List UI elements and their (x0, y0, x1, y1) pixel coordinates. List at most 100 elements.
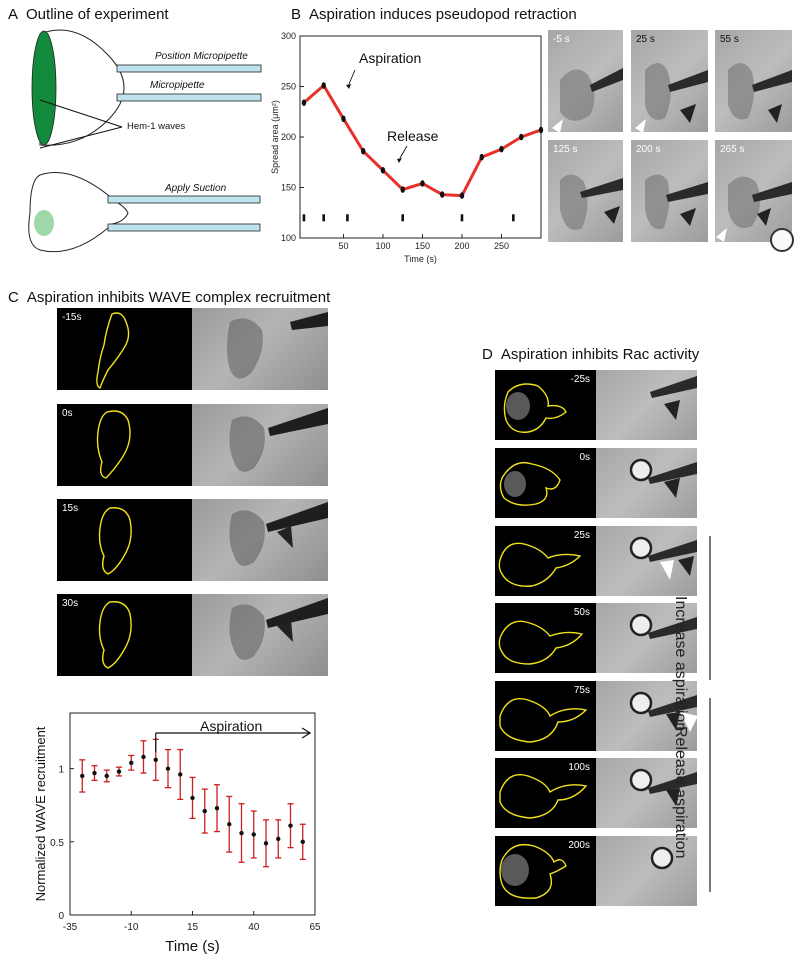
data-point (92, 770, 97, 776)
data-point (80, 773, 85, 779)
data-point (276, 836, 281, 842)
x-tick-label: 250 (494, 241, 509, 251)
aspiration-bracket-arrowhead (301, 727, 312, 739)
x-tick-label: 100 (375, 241, 390, 251)
panel-d-title-text: Aspiration inhibits Rac activity (500, 346, 700, 363)
x-tick-label: -35 (63, 922, 78, 933)
aspiration-arrow-head (346, 84, 351, 89)
c-brightfield-4 (192, 594, 328, 676)
d-fluorescence-7: 200s (495, 836, 596, 906)
d-image-time: 50s (573, 607, 590, 618)
label-micropipette: Micropipette (150, 80, 205, 91)
b-image-time: 55 s (720, 34, 739, 45)
data-point (116, 769, 122, 774)
b-image-4: 125 s (548, 140, 623, 242)
frame-marker (302, 214, 306, 222)
d-image-time: 0s (579, 452, 590, 463)
data-point (519, 133, 524, 141)
data-point (251, 832, 256, 837)
data-point (301, 99, 307, 106)
d-brightfield-7 (596, 836, 697, 906)
b-image-1: -5 s (548, 30, 623, 132)
y-tick-label: 200 (281, 132, 296, 142)
x-axis-label: Time (s) (165, 938, 219, 955)
data-point (227, 822, 232, 827)
data-point (538, 126, 544, 134)
d-image-time: 75s (573, 685, 590, 696)
x-tick-label: 15 (187, 922, 199, 933)
data-point (129, 760, 134, 765)
label-position-micropipette: Position Micropipette (155, 51, 248, 62)
release-arrow (399, 145, 408, 159)
data-point (341, 115, 346, 123)
c-fluorescence-3: 15s (57, 499, 192, 581)
c-image-time: 0s (62, 408, 73, 419)
data-point (263, 841, 269, 846)
data-point (380, 167, 386, 174)
aspiration-bracket-label: Aspiration (200, 718, 263, 734)
y-tick-label: 0 (58, 911, 64, 922)
b-image-time: 265 s (720, 144, 745, 155)
chart-c-frame (69, 712, 316, 916)
frame-marker (512, 214, 515, 222)
panel-a-title-text: Outline of experiment (26, 6, 169, 23)
panel-c-title-text: Aspiration inhibits WAVE complex recruit… (26, 289, 331, 306)
data-point (153, 757, 158, 763)
d-image-time: -25s (570, 374, 590, 385)
cell-leading-edge (31, 30, 57, 146)
panel-c-title: C Aspiration inhibits WAVE complex recrui… (8, 289, 330, 306)
data-point (178, 772, 183, 777)
data-point (288, 823, 293, 828)
d-fluorescence-5: 75s (495, 681, 596, 751)
panel-b-title: B Aspiration induces pseudopod retraction (291, 6, 577, 23)
c-image-time: 15s (62, 503, 79, 514)
d-brightfield-1 (596, 370, 697, 440)
c-brightfield-3 (192, 499, 328, 581)
b-image-time: -5 s (553, 34, 570, 45)
data-point (361, 147, 366, 155)
data-point (104, 773, 109, 779)
panel-a-title: A Outline of experiment (8, 6, 169, 23)
hem-wave-spot (34, 210, 54, 236)
data-point (141, 754, 146, 760)
increase-aspiration-label: Increase aspiration (672, 596, 689, 732)
panel-b-letter: B (291, 6, 302, 23)
d-fluorescence-4: 50s (495, 603, 596, 673)
annotation-release: Release (387, 128, 439, 144)
data-point (321, 82, 326, 89)
annotation-aspiration: Aspiration (359, 50, 422, 66)
y-tick-label: 100 (281, 233, 296, 243)
x-tick-label: -10 (124, 922, 139, 933)
panel-c-letter: C (8, 289, 19, 306)
position-micropipette (116, 64, 262, 73)
c-fluorescence-1: -15s (57, 308, 192, 390)
panel-a-letter: A (8, 6, 19, 23)
x-tick-label: 65 (309, 922, 321, 933)
b-image-time: 125 s (553, 144, 578, 155)
y-tick-label: 1 (58, 765, 64, 776)
y-tick-label: 250 (281, 82, 296, 92)
d-fluorescence-6: 100s (495, 758, 596, 828)
data-point (499, 145, 504, 153)
label-hem-waves: Hem-1 waves (127, 121, 186, 132)
micropipette (116, 93, 262, 102)
b-image-3: 55 s (715, 30, 792, 132)
d-image-time: 100s (568, 762, 590, 773)
release-aspiration-label: Release aspiration (672, 726, 689, 859)
data-point (202, 808, 207, 814)
suction-pipette-top (107, 195, 261, 204)
c-fluorescence-2: 0s (57, 404, 192, 486)
x-axis-label: Time (s) (404, 254, 437, 264)
data-point (400, 186, 405, 193)
b-image-5: 200 s (631, 140, 708, 242)
aspiration-arrow (348, 69, 356, 85)
c-fluorescence-4: 30s (57, 594, 192, 676)
x-tick-label: 200 (454, 241, 469, 251)
frame-marker (460, 214, 464, 222)
d-fluorescence-2: 0s (495, 448, 596, 518)
d-fluorescence-1: -25s (495, 370, 596, 440)
b-image-6: 265 s (715, 140, 792, 242)
panel-d-title: D Aspiration inhibits Rac activity (482, 346, 699, 363)
data-point (300, 839, 305, 845)
x-tick-label: 50 (338, 241, 348, 251)
